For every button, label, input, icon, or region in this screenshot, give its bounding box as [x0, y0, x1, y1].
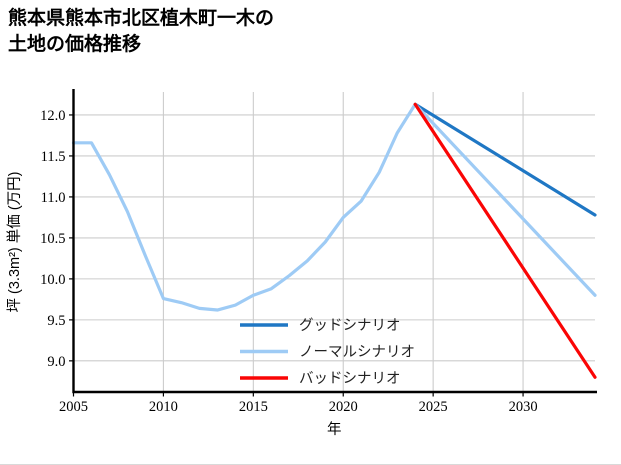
series-line-ノーマルシナリオ [71, 102, 597, 312]
chart-title: 熊本県熊本市北区植木町一木の 土地の価格推移 [8, 8, 275, 55]
x-tick-label: 2030 [509, 399, 538, 415]
x-tick-label: 2025 [419, 399, 448, 415]
gridlines-group [73, 92, 595, 392]
y-tick-label: 11.5 [41, 149, 66, 165]
y-tick-label: 10.5 [40, 231, 65, 247]
x-tick-label: 2020 [329, 399, 358, 415]
x-tick-label: 2015 [239, 399, 268, 415]
y-tick-label: 10.0 [40, 272, 65, 288]
legend-label-2: バッドシナリオ [299, 371, 401, 387]
x-tick-label: 2005 [59, 399, 88, 415]
legend-label-1: ノーマルシナリオ [299, 344, 415, 360]
series-line-グッドシナリオ [413, 102, 597, 217]
y-tick-label: 12.0 [40, 108, 65, 124]
y-tick-label: 9.5 [47, 313, 65, 329]
ticks-group: 12.0 11.5 11.0 10.5 10.0 9.5 9.0 2005 2010 2015 20… [6, 108, 538, 438]
y-axis-title: 坪 (3.3m²) 単価 (万円) [6, 172, 23, 313]
y-tick-label: 9.0 [47, 354, 65, 370]
series-line-バッドシナリオ [413, 102, 597, 379]
legend-label-0: グッドシナリオ [299, 317, 401, 334]
y-tick-label: 11.0 [41, 190, 66, 206]
series-group [71, 102, 597, 379]
x-axis-title: 年 [327, 421, 342, 438]
x-tick-label: 2010 [149, 399, 178, 415]
